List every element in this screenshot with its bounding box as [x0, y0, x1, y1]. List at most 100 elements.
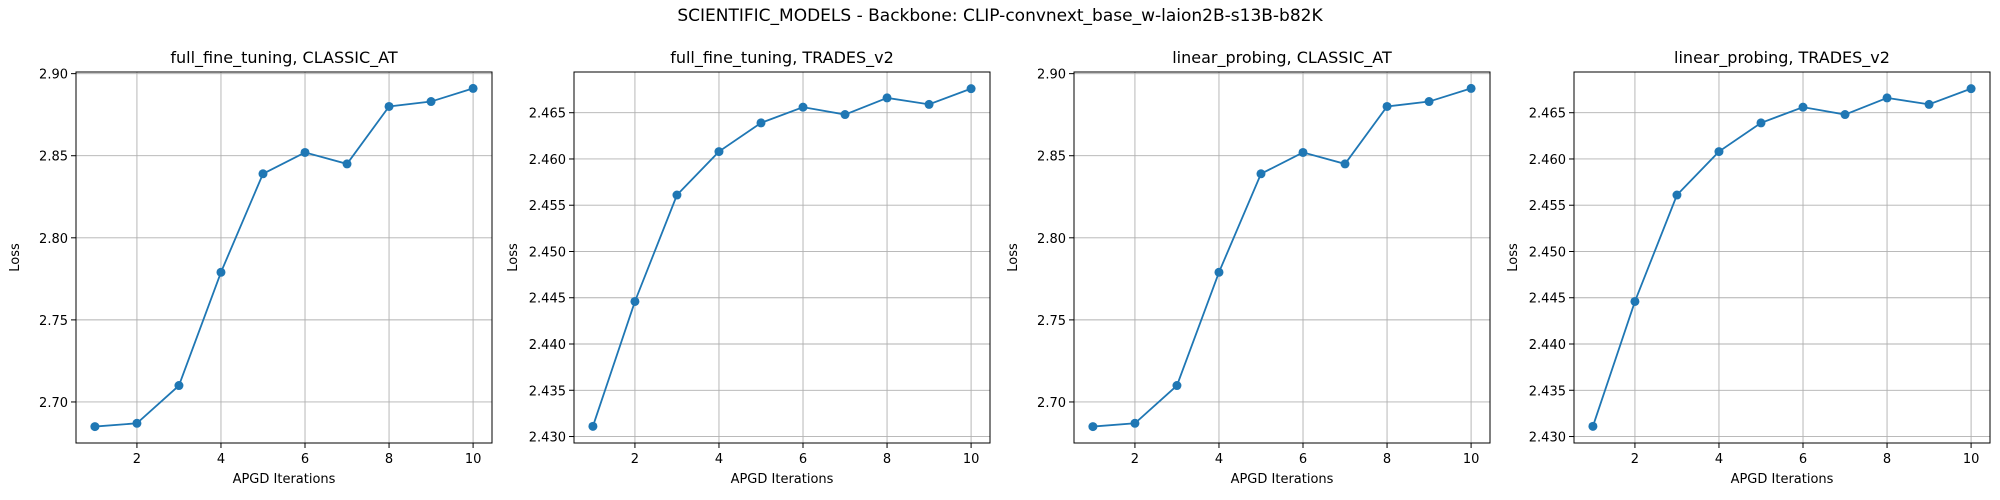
- data-point: [882, 93, 892, 103]
- y-tick-label: 2.440: [529, 338, 566, 353]
- y-tick-label: 2.455: [529, 199, 566, 214]
- data-point: [1966, 84, 1976, 94]
- data-point: [300, 147, 310, 157]
- subplot-4: 2 4 6 8 10 2.430 2.435 2.440 2.445 2.450 2.455 2.46…: [1506, 48, 1991, 487]
- y-axis-label: Loss: [1506, 243, 1521, 272]
- y-tick-label: 2.430: [529, 431, 566, 446]
- data-point: [1340, 159, 1350, 169]
- y-tick-label: 2.70: [1037, 396, 1066, 411]
- y-tick-label: 2.460: [1529, 153, 1566, 168]
- y-tick-label: 2.85: [39, 150, 68, 165]
- x-tick-label: 2: [631, 452, 639, 467]
- subplot-title: full_fine_tuning, TRADES_v2: [670, 48, 894, 68]
- y-tick-label: 2.75: [1037, 314, 1066, 329]
- x-tick-label: 8: [1383, 452, 1391, 467]
- y-tick-label: 2.435: [529, 384, 566, 399]
- y-tick-label: 2.85: [1037, 150, 1066, 165]
- data-point: [1672, 190, 1682, 200]
- data-point: [1298, 147, 1308, 157]
- data-point: [1088, 422, 1098, 432]
- x-tick-label: 4: [217, 452, 225, 467]
- x-tick-label: 10: [1463, 452, 1480, 467]
- x-tick-label: 10: [1963, 452, 1980, 467]
- x-tick-label: 8: [385, 452, 393, 467]
- y-tick-label: 2.445: [529, 292, 566, 307]
- data-point: [840, 110, 850, 120]
- data-point: [1924, 99, 1934, 109]
- data-point: [1382, 101, 1392, 111]
- y-tick-label: 2.80: [39, 232, 68, 247]
- data-point: [90, 422, 100, 432]
- data-point: [1714, 147, 1724, 157]
- data-point: [1630, 296, 1640, 306]
- subplot-3: 2 4 6 8 10 2.70 2.75 2.80 2.85 2.90 linear_probing…: [1006, 48, 1491, 487]
- y-tick-label: 2.80: [1037, 232, 1066, 247]
- data-point: [756, 118, 766, 128]
- y-tick-label: 2.445: [1529, 292, 1566, 307]
- x-tick-label: 4: [715, 452, 723, 467]
- x-axis-label: APGD Iterations: [1231, 472, 1334, 487]
- y-tick-label: 2.465: [1529, 107, 1566, 122]
- y-tick-label: 2.430: [1529, 431, 1566, 446]
- data-point: [1424, 97, 1434, 107]
- x-tick-label: 8: [1883, 452, 1891, 467]
- y-tick-label: 2.450: [1529, 245, 1566, 260]
- x-tick-label: 4: [1215, 452, 1223, 467]
- y-axis-label: Loss: [1006, 243, 1021, 272]
- axes-frame: [75, 71, 493, 444]
- y-tick-label: 2.75: [39, 314, 68, 329]
- data-point: [342, 159, 352, 169]
- y-axis-label: Loss: [506, 243, 521, 272]
- x-tick-label: 2: [1631, 452, 1639, 467]
- y-axis-label: Loss: [8, 243, 23, 272]
- axes-frame: [1573, 71, 1991, 444]
- y-tick-label: 2.455: [1529, 199, 1566, 214]
- x-axis-label: APGD Iterations: [233, 472, 336, 487]
- data-point: [798, 102, 808, 112]
- axes-frame: [1073, 71, 1491, 444]
- subplot-title: linear_probing, TRADES_v2: [1674, 48, 1890, 68]
- data-point: [174, 381, 184, 391]
- series-line: [592, 87, 972, 427]
- data-point: [258, 169, 268, 179]
- data-point: [1798, 102, 1808, 112]
- data-point: [588, 421, 598, 431]
- y-tick-label: 2.460: [529, 153, 566, 168]
- x-tick-label: 2: [1131, 452, 1139, 467]
- y-tick-label: 2.450: [529, 245, 566, 260]
- y-tick-label: 2.440: [1529, 338, 1566, 353]
- x-axis-label: APGD Iterations: [731, 472, 834, 487]
- x-axis-label: APGD Iterations: [1731, 472, 1834, 487]
- subplot-2: 2 4 6 8 10 2.430 2.435 2.440 2.445 2.450 2.455 2.46…: [506, 48, 991, 487]
- series-line: [94, 87, 474, 428]
- y-tick-label: 2.465: [529, 107, 566, 122]
- x-tick-label: 8: [883, 452, 891, 467]
- data-point: [630, 296, 640, 306]
- data-point: [1130, 418, 1140, 428]
- subplot-1: 2 4 6 8 10 2.70 2.75 2.80 2.85 2.90 full_fine_tuni…: [8, 48, 493, 487]
- data-point: [672, 190, 682, 200]
- x-tick-label: 6: [799, 452, 807, 467]
- data-point: [714, 147, 724, 157]
- data-point: [1588, 421, 1598, 431]
- data-point: [1882, 93, 1892, 103]
- x-tick-label: 2: [133, 452, 141, 467]
- y-tick-label: 2.90: [1037, 68, 1066, 83]
- data-point: [1840, 110, 1850, 120]
- x-tick-label: 6: [301, 452, 309, 467]
- subplot-title: full_fine_tuning, CLASSIC_AT: [170, 48, 398, 68]
- data-point: [216, 267, 226, 277]
- y-tick-label: 2.435: [1529, 384, 1566, 399]
- data-point: [924, 99, 934, 109]
- x-tick-label: 6: [1799, 452, 1807, 467]
- data-point: [468, 83, 478, 93]
- data-point: [1756, 118, 1766, 128]
- data-point: [1256, 169, 1266, 179]
- x-tick-label: 6: [1299, 452, 1307, 467]
- data-point: [426, 97, 436, 107]
- data-point: [1214, 267, 1224, 277]
- y-tick-label: 2.90: [39, 68, 68, 83]
- series-line: [1592, 87, 1972, 427]
